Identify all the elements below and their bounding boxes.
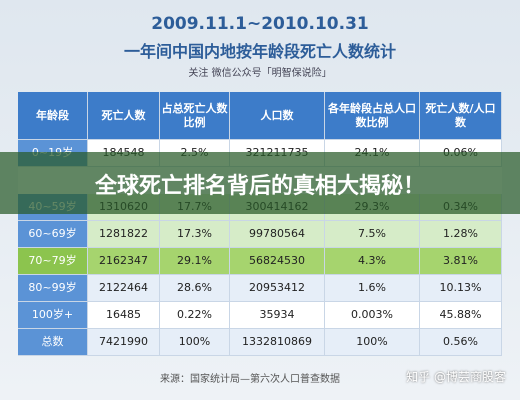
cell: 99780564	[230, 221, 325, 248]
cell: 35934	[230, 302, 325, 329]
cell: 4.3%	[325, 248, 420, 275]
cell: 1332810869	[230, 329, 325, 356]
cell: 占总死亡人数比例	[160, 92, 230, 140]
cell: 60~69岁	[18, 221, 88, 248]
cell: 20953412	[230, 275, 325, 302]
cell: 7.5%	[325, 221, 420, 248]
cell: 10.13%	[420, 275, 502, 302]
cell: 1.6%	[325, 275, 420, 302]
cell: 0.56%	[420, 329, 502, 356]
cell: 80~99岁	[18, 275, 88, 302]
cell: 2122464	[88, 275, 160, 302]
cell: 3.81%	[420, 248, 502, 275]
cell: 0.003%	[325, 302, 420, 329]
cell: 16485	[88, 302, 160, 329]
cell: 人口数	[230, 92, 325, 140]
cell: 29.1%	[160, 248, 230, 275]
cell: 7421990	[88, 329, 160, 356]
title: 一年间中国内地按年龄段死亡人数统计	[123, 42, 396, 61]
cell: 100%	[325, 329, 420, 356]
date-range: 2009.11.1~2010.10.31	[151, 14, 369, 34]
cell: 45.88%	[420, 302, 502, 329]
watermark: 知乎 @博芸商股客	[406, 370, 506, 384]
cell: 0.22%	[160, 302, 230, 329]
cell: 56824530	[230, 248, 325, 275]
cell: 死亡人数/人口数	[420, 92, 502, 140]
cell: 死亡人数	[88, 92, 160, 140]
cell: 各年龄段占总人口数比例	[325, 92, 420, 140]
cell: 28.6%	[160, 275, 230, 302]
cell: 100%	[160, 329, 230, 356]
cell: 70~79岁	[18, 248, 88, 275]
cell: 1.28%	[420, 221, 502, 248]
cell: 2162347	[88, 248, 160, 275]
cell: 17.3%	[160, 221, 230, 248]
banner-text: 全球死亡排名背后的真相大揭秘！	[94, 174, 425, 199]
cell: 年龄段	[18, 92, 88, 140]
source: 来源：国家统计局—第六次人口普查数据	[160, 374, 340, 385]
banner-band	[0, 152, 520, 214]
cell: 100岁+	[18, 302, 88, 329]
cell: 总数	[18, 329, 88, 356]
subtitle: 关注 微信公众号「明智保说险」	[188, 68, 332, 79]
cell: 1281822	[88, 221, 160, 248]
